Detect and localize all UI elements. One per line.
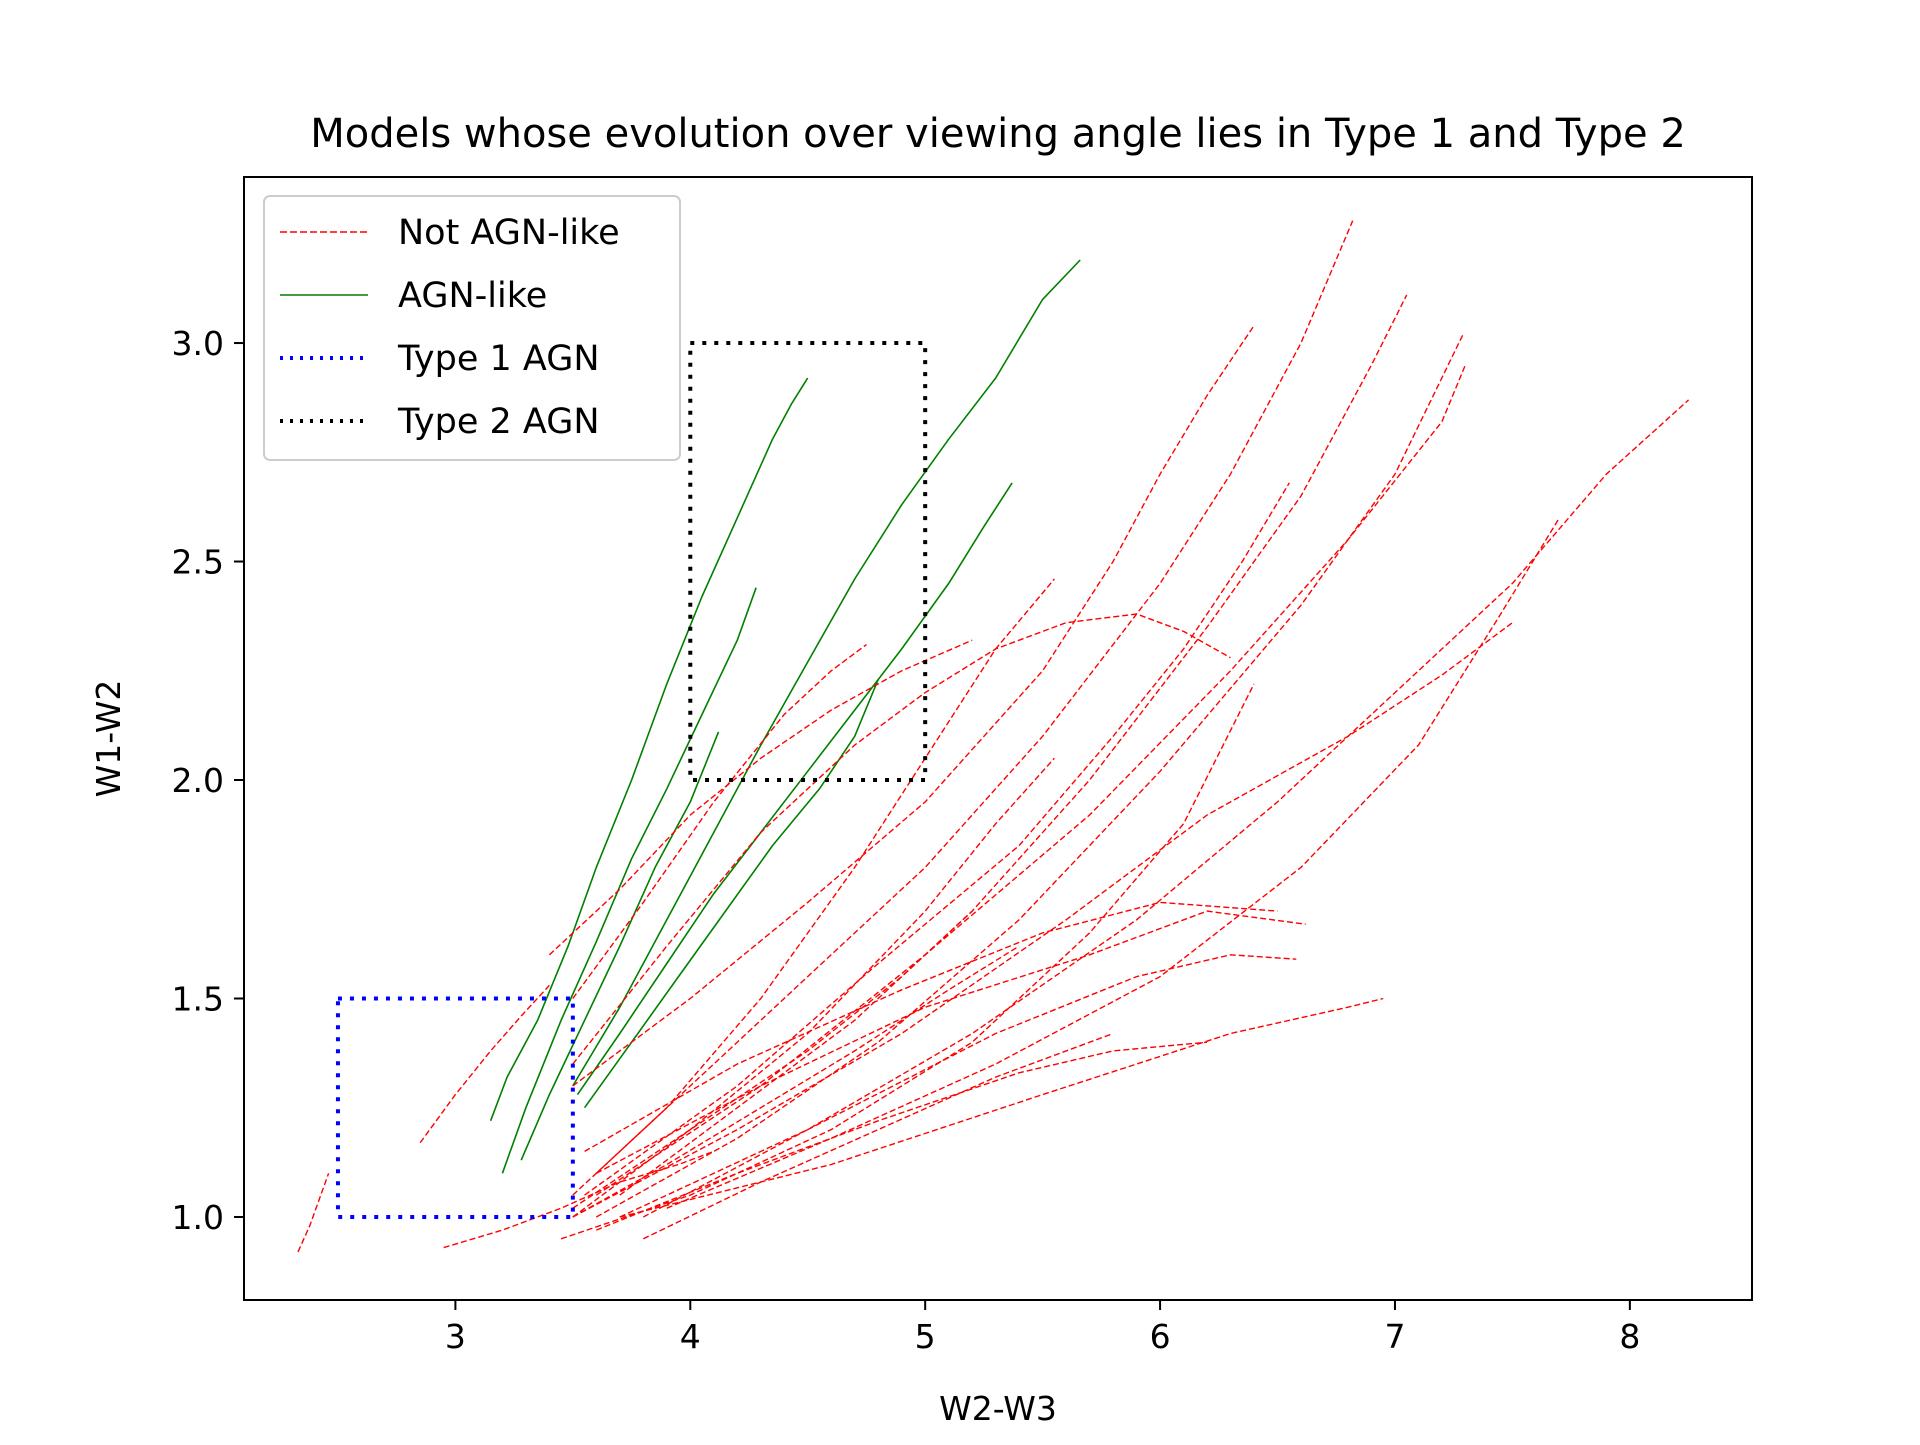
not-agn-like-series-7 xyxy=(419,984,550,1144)
x-tick-label: 4 xyxy=(680,1317,701,1356)
legend-box xyxy=(263,195,681,461)
y-axis-label: W1-W2 xyxy=(89,680,128,798)
y-tick-label: 1.0 xyxy=(172,1198,224,1237)
not-agn-like-series-19 xyxy=(572,622,1513,1218)
not-agn-like-series-9 xyxy=(548,639,973,956)
x-tick-label: 8 xyxy=(1619,1317,1640,1356)
x-axis: 3 4 5 6 7 8 xyxy=(445,1300,1640,1356)
not-agn-like-series-31 xyxy=(572,945,1020,1218)
y-tick-label: 2.0 xyxy=(172,761,224,800)
legend: Not AGN-like AGN-like Type 1 AGN Type 2 AGN xyxy=(263,195,681,461)
x-axis-label: W2-W3 xyxy=(939,1389,1057,1428)
not-agn-like-series-18 xyxy=(666,517,1560,1209)
x-tick-label: 5 xyxy=(915,1317,936,1356)
legend-label: Type 1 AGN xyxy=(397,339,600,379)
y-tick-label: 3.0 xyxy=(172,324,224,363)
plot-frame xyxy=(243,176,1753,1301)
not-agn-like-series-26 xyxy=(572,757,1055,1218)
agn-like-series-1 xyxy=(501,587,757,1174)
not-agn-like-series-29 xyxy=(560,683,1255,1240)
not-agn-like-series-25 xyxy=(596,1041,1208,1231)
type-2-agn-region xyxy=(688,341,928,783)
agn-like-series-2 xyxy=(520,731,720,1161)
not-agn-like-series-24 xyxy=(619,997,1384,1218)
agn-like-series-4 xyxy=(576,482,1013,1096)
legend-label: Type 2 AGN xyxy=(397,402,600,442)
agn-like-series-3 xyxy=(572,259,1081,1087)
y-tick-label: 2.5 xyxy=(172,543,224,582)
not-agn-like-series-8 xyxy=(443,1150,715,1249)
not-agn-like-series-20 xyxy=(584,482,1290,1196)
not-agn-like-series-17 xyxy=(642,399,1690,1218)
y-tick-label: 1.5 xyxy=(172,979,224,1018)
agn-like-series-0 xyxy=(489,377,809,1122)
not-agn-like-series-14 xyxy=(619,294,1408,1196)
x-tick-label: 7 xyxy=(1384,1317,1405,1356)
not-agn-like-series-15 xyxy=(595,333,1464,1218)
not-agn-like-series-11 xyxy=(572,613,1231,1065)
not-agn-like-series-28 xyxy=(572,910,973,1209)
not-agn-like-series-27 xyxy=(572,578,1055,1196)
y-axis: 1.0 1.5 2.0 2.5 3.0 xyxy=(172,324,244,1237)
chart-title: Models whose evolution over viewing angl… xyxy=(310,111,1686,157)
not-agn-like-series-12 xyxy=(572,325,1255,1087)
legend-label: Not AGN-like xyxy=(398,213,620,253)
agn-like-series-5 xyxy=(583,679,879,1109)
not-agn-like-series-6 xyxy=(297,1173,330,1253)
legend-label: AGN-like xyxy=(398,276,547,316)
not-agn-like-series-21 xyxy=(584,901,1278,1153)
plot-area xyxy=(297,220,1690,1253)
x-tick-label: 6 xyxy=(1150,1317,1171,1356)
not-agn-like-series-16 xyxy=(595,364,1467,1196)
not-agn-like-series-23 xyxy=(619,954,1297,1218)
type-1-agn-region xyxy=(335,996,575,1219)
not-agn-like-series-13 xyxy=(595,220,1354,1174)
x-tick-label: 3 xyxy=(445,1317,466,1356)
not-agn-like-series-10 xyxy=(572,644,867,999)
